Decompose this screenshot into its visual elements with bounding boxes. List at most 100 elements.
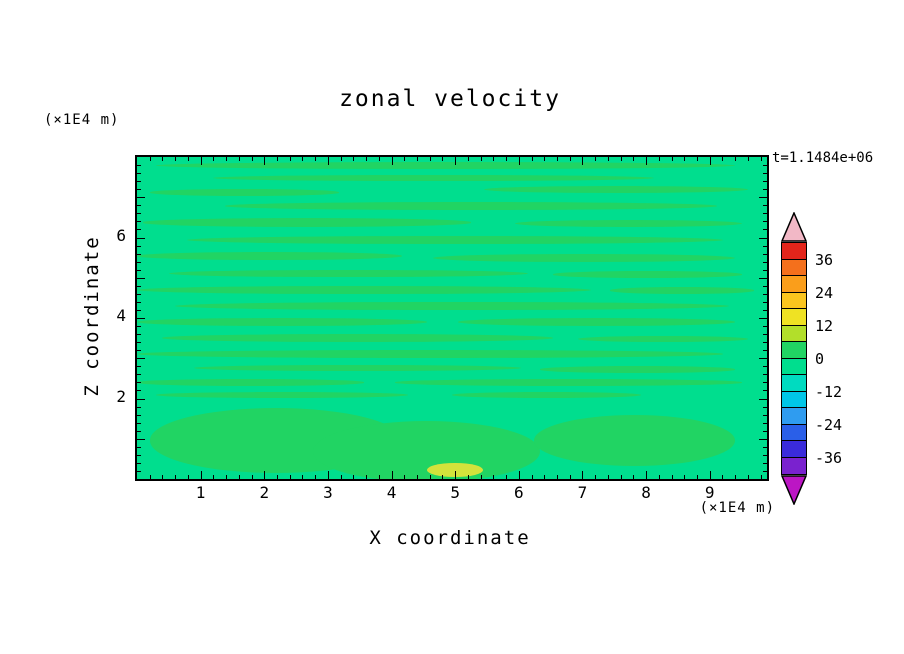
colorbar-cell xyxy=(782,276,806,293)
axis-tick xyxy=(763,374,767,376)
axis-tick xyxy=(137,374,141,376)
colorbar-tick-label: -36 xyxy=(815,448,843,467)
colorbar-cell xyxy=(782,342,806,359)
axis-tick xyxy=(137,269,141,271)
axis-tick xyxy=(340,475,342,479)
axis-tick xyxy=(137,318,145,319)
axis-tick xyxy=(759,438,767,440)
axis-tick xyxy=(137,406,141,408)
axis-tick xyxy=(759,398,767,400)
y-tick-label: 4 xyxy=(116,306,126,325)
axis-tick xyxy=(658,475,660,479)
axis-tick xyxy=(149,475,151,479)
axis-tick xyxy=(137,221,141,223)
chart-title: zonal velocity xyxy=(339,86,561,112)
contour-band xyxy=(313,421,541,479)
axis-tick xyxy=(137,382,141,384)
contour-band xyxy=(426,462,484,478)
axis-tick xyxy=(137,165,141,167)
axis-tick xyxy=(531,475,533,479)
axis-tick xyxy=(735,475,737,479)
x-tick-label: 4 xyxy=(386,483,397,502)
axis-tick xyxy=(137,326,141,328)
axis-tick xyxy=(416,475,418,479)
colorbar-over-arrow xyxy=(781,212,807,242)
axis-tick xyxy=(264,157,266,165)
x-tick-label: 8 xyxy=(641,483,651,502)
axis-tick xyxy=(759,197,767,199)
contour-field xyxy=(137,157,767,479)
axis-tick xyxy=(162,475,164,479)
axis-tick xyxy=(763,326,767,328)
colorbar-tick-label: 24 xyxy=(815,283,834,302)
axis-tick xyxy=(187,157,189,161)
axis-tick xyxy=(595,475,597,479)
axis-tick xyxy=(722,157,724,161)
axis-tick xyxy=(353,475,355,479)
axis-tick xyxy=(289,475,291,479)
contour-band xyxy=(533,414,736,467)
axis-tick xyxy=(544,157,546,161)
axis-tick xyxy=(429,475,431,479)
axis-tick xyxy=(137,173,141,175)
axis-tick xyxy=(684,475,686,479)
axis-tick xyxy=(595,157,597,161)
axis-tick xyxy=(137,342,141,344)
axis-tick xyxy=(763,229,767,231)
axis-tick xyxy=(763,261,767,263)
contour-band xyxy=(552,271,742,278)
axis-tick xyxy=(137,213,141,215)
axis-tick xyxy=(531,157,533,161)
axis-tick xyxy=(763,366,767,368)
axis-tick xyxy=(763,269,767,271)
contour-band xyxy=(137,318,427,326)
axis-tick xyxy=(763,309,767,311)
axis-tick xyxy=(366,157,368,161)
axis-tick xyxy=(137,205,141,207)
axis-tick xyxy=(518,471,520,479)
axis-tick xyxy=(696,157,698,161)
axis-tick xyxy=(763,245,767,247)
axis-tick xyxy=(391,471,393,479)
axis-tick xyxy=(137,334,141,336)
axis-tick xyxy=(658,157,660,161)
axis-tick xyxy=(137,245,141,247)
axis-tick xyxy=(366,475,368,479)
axis-tick xyxy=(518,157,520,165)
axis-tick xyxy=(569,157,571,161)
axis-tick xyxy=(391,157,393,165)
axis-tick xyxy=(137,390,141,392)
axis-tick xyxy=(759,358,767,360)
axis-tick xyxy=(760,475,762,479)
axis-tick xyxy=(607,157,609,161)
axis-tick xyxy=(557,157,558,161)
contour-band xyxy=(458,318,736,326)
axis-tick xyxy=(137,350,141,352)
axis-tick xyxy=(760,157,762,161)
contour-band xyxy=(187,235,723,245)
axis-tick xyxy=(709,157,711,165)
axis-tick xyxy=(353,157,355,161)
contour-band xyxy=(137,379,364,386)
contour-band xyxy=(578,335,749,343)
axis-tick xyxy=(162,157,164,161)
axis-tick xyxy=(137,181,141,183)
axis-tick xyxy=(569,475,571,479)
axis-tick xyxy=(493,475,495,479)
colorbar-cell xyxy=(782,309,806,326)
axis-tick xyxy=(493,157,495,161)
axis-tick xyxy=(442,475,444,479)
colorbar-cell xyxy=(782,358,806,375)
axis-tick xyxy=(763,462,767,464)
axis-tick xyxy=(709,471,711,479)
contour-band xyxy=(168,269,528,278)
axis-tick xyxy=(763,414,767,416)
x-tick-label: 2 xyxy=(259,483,270,502)
axis-tick xyxy=(137,438,145,440)
colorbar-tick-label: 12 xyxy=(815,316,834,335)
axis-tick xyxy=(137,462,141,464)
axis-tick xyxy=(646,471,648,479)
axis-tick xyxy=(620,475,622,479)
colorbar-labels: 36 24 12 0 -12 -24 -36 xyxy=(815,243,861,474)
